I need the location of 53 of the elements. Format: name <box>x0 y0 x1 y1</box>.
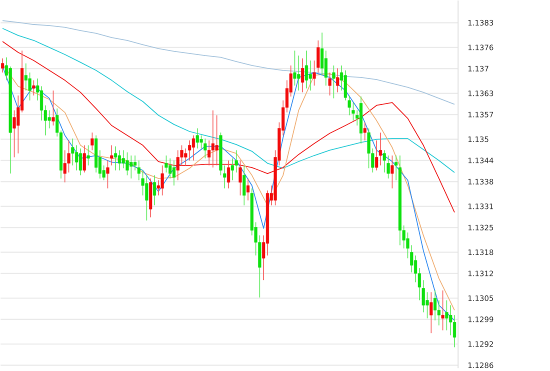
candlestick <box>160 164 164 196</box>
candlestick <box>152 174 156 206</box>
candlestick <box>390 154 394 189</box>
candlestick <box>426 292 429 318</box>
candlestick <box>78 148 82 176</box>
candlestick <box>230 158 234 180</box>
line-series <box>2 28 455 173</box>
candlestick <box>24 62 28 91</box>
candlestick <box>308 60 312 91</box>
candlestick <box>32 80 36 96</box>
candlestick <box>118 150 121 171</box>
candlestick <box>192 134 196 161</box>
candlestick <box>363 122 366 141</box>
candlestick <box>196 128 199 149</box>
candlestick <box>86 144 90 166</box>
candlestick <box>382 150 386 173</box>
candlestick <box>452 314 456 348</box>
candlestick <box>328 72 332 96</box>
candlestick <box>188 140 192 161</box>
candlestick <box>106 160 110 189</box>
candlestick <box>211 110 214 168</box>
candlestick <box>242 164 246 206</box>
candlestick <box>238 160 242 196</box>
candlestick <box>293 50 296 86</box>
candlestick <box>332 64 336 99</box>
candlestick <box>200 134 203 149</box>
candlestick <box>176 150 180 180</box>
candlestick <box>82 144 86 173</box>
candlestick <box>378 132 382 166</box>
candlestick <box>204 138 207 159</box>
candlestick <box>301 58 304 93</box>
candlestick <box>126 152 129 176</box>
candlestick <box>130 154 133 179</box>
candlestick <box>52 90 55 126</box>
candlestick <box>110 144 114 166</box>
candlestick <box>441 290 444 331</box>
candlestick <box>367 128 370 168</box>
candlestick <box>122 150 125 168</box>
candlestick <box>172 160 176 186</box>
candlestick <box>430 292 433 334</box>
candlestick <box>336 68 340 93</box>
candlestick <box>246 178 250 201</box>
candlestick <box>304 50 308 89</box>
candlestick <box>297 54 300 91</box>
candlestick <box>215 114 218 166</box>
candlestick <box>63 150 66 183</box>
candlestick <box>90 132 94 150</box>
candlestick <box>133 154 137 171</box>
candlestick <box>145 174 148 221</box>
candlestick <box>226 160 230 189</box>
candlestick <box>114 146 118 171</box>
candlestick <box>40 86 44 121</box>
candlestick <box>48 110 51 129</box>
